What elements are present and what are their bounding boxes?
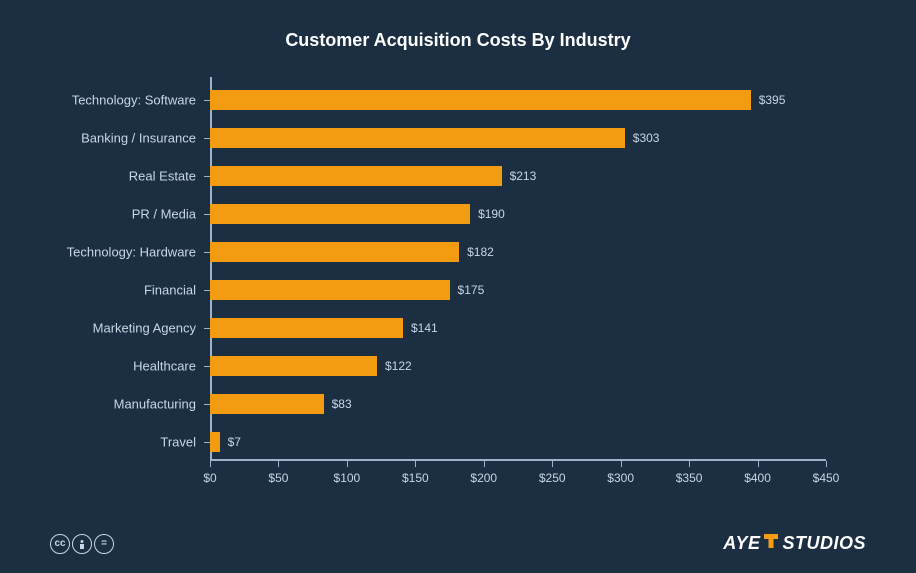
category-label: Technology: Hardware (36, 245, 196, 260)
y-tick (204, 252, 210, 253)
logo-post: STUDIOS (782, 533, 866, 554)
x-tick-label: $450 (813, 471, 840, 485)
bar-chart: $0 $50 $100 $150 $200 $250 $300 $350 $400 $450 Tec… (50, 81, 866, 491)
bar-value-label: $7 (228, 435, 241, 449)
bar (210, 242, 459, 262)
x-tick-label: $150 (402, 471, 429, 485)
y-tick (204, 138, 210, 139)
bar-row: Banking / Insurance$303 (210, 128, 826, 148)
bar (210, 128, 625, 148)
x-tick (826, 461, 827, 467)
cc-by-icon (72, 534, 92, 554)
category-label: Travel (36, 435, 196, 450)
bar (210, 394, 324, 414)
x-tick (347, 461, 348, 467)
y-tick (204, 214, 210, 215)
category-label: Real Estate (36, 169, 196, 184)
x-tick (415, 461, 416, 467)
cc-license-icons: cc = (50, 534, 114, 554)
chart-canvas: Customer Acquisition Costs By Industry $… (0, 0, 916, 573)
x-tick (484, 461, 485, 467)
bar (210, 432, 220, 452)
x-tick-label: $300 (607, 471, 634, 485)
y-tick (204, 366, 210, 367)
y-tick (204, 404, 210, 405)
category-label: PR / Media (36, 207, 196, 222)
logo-pre: AYE (723, 533, 760, 554)
cc-nd-icon: = (94, 534, 114, 554)
x-tick-label: $250 (539, 471, 566, 485)
y-tick (204, 328, 210, 329)
x-tick (621, 461, 622, 467)
bar-value-label: $122 (385, 359, 412, 373)
bar-row: Travel$7 (210, 432, 826, 452)
bar-row: Technology: Software$395 (210, 90, 826, 110)
bar-value-label: $395 (759, 93, 786, 107)
bar (210, 90, 751, 110)
bar-row: PR / Media$190 (210, 204, 826, 224)
bar (210, 204, 470, 224)
y-tick (204, 290, 210, 291)
x-tick-label: $200 (470, 471, 497, 485)
bar-value-label: $303 (633, 131, 660, 145)
category-label: Manufacturing (36, 397, 196, 412)
y-tick (204, 176, 210, 177)
y-tick (204, 442, 210, 443)
category-label: Financial (36, 283, 196, 298)
category-label: Technology: Software (36, 93, 196, 108)
x-tick-label: $400 (744, 471, 771, 485)
x-tick-label: $100 (334, 471, 361, 485)
bar (210, 280, 450, 300)
bar-value-label: $182 (467, 245, 494, 259)
bar-value-label: $141 (411, 321, 438, 335)
bar-value-label: $213 (510, 169, 537, 183)
category-label: Banking / Insurance (36, 131, 196, 146)
x-axis-line (210, 459, 826, 461)
bar (210, 318, 403, 338)
category-label: Healthcare (36, 359, 196, 374)
x-tick-label: $350 (676, 471, 703, 485)
y-tick (204, 100, 210, 101)
x-tick (278, 461, 279, 467)
bar-value-label: $175 (458, 283, 485, 297)
bar-row: Technology: Hardware$182 (210, 242, 826, 262)
category-label: Marketing Agency (36, 321, 196, 336)
ayet-studios-logo: AYE STUDIOS (723, 532, 866, 555)
plot-area: $0$50$100$150$200$250$300$350$400$450Tec… (210, 81, 826, 461)
bar-row: Healthcare$122 (210, 356, 826, 376)
bar (210, 356, 377, 376)
bar (210, 166, 502, 186)
x-tick-label: $50 (268, 471, 288, 485)
bar-row: Real Estate$213 (210, 166, 826, 186)
x-tick (210, 461, 211, 467)
bar-row: Manufacturing$83 (210, 394, 826, 414)
x-tick (689, 461, 690, 467)
logo-t-icon (762, 532, 780, 555)
bar-value-label: $190 (478, 207, 505, 221)
bar-value-label: $83 (332, 397, 352, 411)
bar-row: Financial$175 (210, 280, 826, 300)
footer: cc = AYE STUDIOS (50, 532, 866, 555)
x-tick-label: $0 (203, 471, 216, 485)
bar-row: Marketing Agency$141 (210, 318, 826, 338)
chart-title: Customer Acquisition Costs By Industry (50, 30, 866, 51)
cc-icon: cc (50, 534, 70, 554)
x-tick (552, 461, 553, 467)
x-tick (758, 461, 759, 467)
